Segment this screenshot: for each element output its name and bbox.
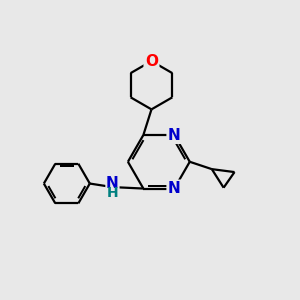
Text: N: N [106,176,119,191]
Text: O: O [145,54,158,69]
Text: H: H [106,186,118,200]
Text: N: N [168,128,181,142]
Text: N: N [168,181,181,196]
